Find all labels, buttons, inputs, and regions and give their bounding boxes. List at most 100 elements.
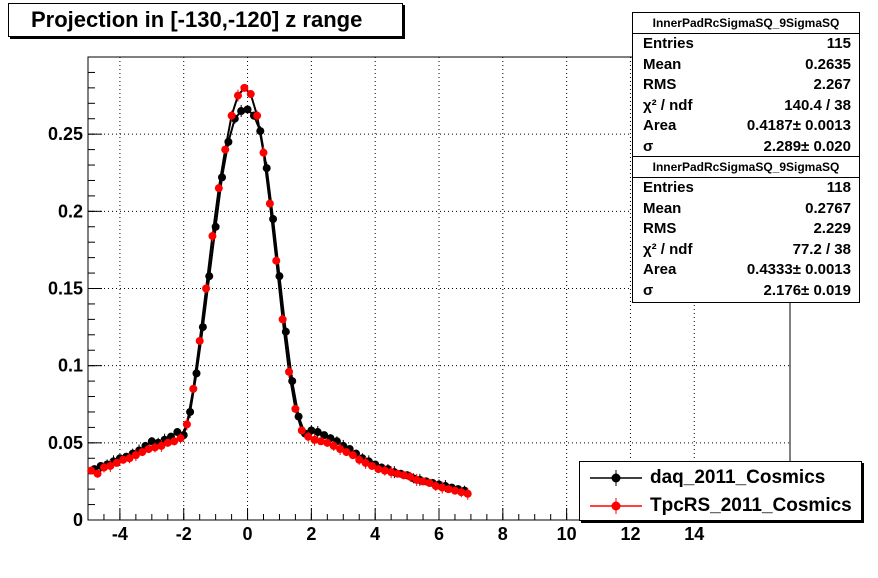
data-point [202, 284, 211, 293]
data-point [336, 445, 345, 454]
data-point [87, 466, 96, 475]
y-tick-label: 0.15 [48, 279, 83, 299]
y-tick-label: 0 [73, 510, 83, 530]
chart-title: Projection in [-130,-120] z range [31, 7, 363, 32]
data-point [163, 438, 172, 447]
data-point [106, 461, 115, 470]
data-point [125, 454, 134, 463]
stats-row: χ² / ndf 140.4 / 38 [633, 96, 859, 117]
data-point [457, 488, 466, 497]
x-tick-label: 4 [370, 524, 380, 544]
data-point [240, 83, 249, 92]
data-point [316, 437, 325, 446]
stats-box-tpcrs: InnerPadRcSigmaSQ_9SigmaSQ Entries 118 Me… [632, 156, 860, 303]
chart-title-box: Projection in [-130,-120] z range [8, 3, 403, 37]
data-point [387, 468, 396, 477]
data-point [112, 458, 121, 467]
stats-value: 0.4333± 0.0013 [746, 261, 851, 279]
stats-row: Entries 115 [633, 34, 859, 55]
data-point [399, 471, 408, 480]
data-point [237, 107, 246, 116]
data-point [144, 445, 153, 454]
data-point [393, 469, 402, 478]
stats-row: Area 0.4333± 0.0013 [633, 260, 859, 281]
data-point [307, 426, 316, 435]
legend-label-tpcrs: TpcRS_2011_Cosmics [650, 495, 852, 516]
fit-curve [93, 108, 465, 492]
data-point [227, 111, 236, 120]
data-point [99, 463, 108, 472]
data-point [259, 148, 268, 157]
stats-row: RMS 2.267 [633, 75, 859, 96]
legend-entry-tpcrs: TpcRS_2011_Cosmics [588, 492, 858, 520]
x-tick-label: 0 [243, 524, 253, 544]
stats-key: Area [643, 117, 677, 135]
y-tick-label: 0.05 [48, 433, 83, 453]
x-tick-label: 14 [684, 524, 704, 544]
legend-marker-daq [590, 470, 642, 486]
stats-title: InnerPadRcSigmaSQ_9SigmaSQ [633, 157, 859, 178]
data-point [189, 384, 198, 393]
data-point [310, 435, 319, 444]
data-point [361, 458, 370, 467]
stats-value: 115 [826, 35, 851, 52]
data-point [285, 367, 294, 376]
stats-value: 0.2635 [805, 55, 851, 73]
data-point [131, 451, 140, 460]
data-point [406, 472, 415, 481]
data-point [151, 443, 160, 452]
data-point [233, 91, 242, 100]
stats-row: σ 2.289± 0.020 [633, 137, 859, 158]
series-daq [90, 105, 469, 496]
data-point [170, 437, 179, 446]
data-point [320, 431, 329, 440]
y-tick-label: 0.2 [58, 201, 83, 221]
stats-value: 2.229 [813, 220, 851, 238]
data-point [374, 465, 383, 474]
data-point [412, 475, 421, 484]
stats-key: Mean [643, 55, 682, 73]
x-tick-label: -4 [112, 524, 128, 544]
legend-label-daq: daq_2011_Cosmics [650, 467, 826, 488]
data-point [297, 426, 306, 435]
stats-row: Mean 0.2635 [633, 55, 859, 76]
data-point [221, 145, 230, 154]
stats-row: Mean 0.2767 [633, 199, 859, 220]
stats-key: χ² / ndf [643, 240, 693, 258]
data-point [278, 315, 287, 324]
stats-value: 0.4187± 0.0013 [746, 117, 851, 135]
data-point [195, 336, 204, 345]
x-tick-label: 12 [620, 524, 640, 544]
data-point [367, 461, 376, 470]
stats-value: 2.176± 0.019 [763, 281, 851, 299]
stats-key: Area [643, 261, 677, 279]
stats-value: 118 [826, 179, 851, 196]
x-tick-label: 6 [434, 524, 444, 544]
y-tick-label: 0.25 [48, 124, 83, 144]
data-point [208, 232, 217, 241]
x-tick-label: 2 [306, 524, 316, 544]
y-tick-label: 0.1 [58, 356, 83, 376]
stats-title: InnerPadRcSigmaSQ_9SigmaSQ [633, 13, 859, 34]
data-point [246, 90, 255, 99]
y-axis: 0 0.05 0.1 0.15 0.2 0.25 [48, 56, 102, 530]
legend-entry-daq: daq_2011_Cosmics [588, 464, 858, 492]
stats-row: σ 2.176± 0.019 [633, 281, 859, 302]
x-tick-label: -2 [176, 524, 192, 544]
stats-value: 140.4 / 38 [784, 96, 851, 114]
stats-value: 77.2 / 38 [792, 240, 851, 258]
data-point [342, 448, 351, 457]
data-point [253, 111, 262, 120]
data-point [348, 451, 357, 460]
data-point [182, 420, 191, 429]
stats-key: RMS [643, 76, 677, 94]
stats-value: 0.2767 [805, 199, 851, 217]
data-point [93, 469, 102, 478]
data-point [269, 215, 278, 224]
data-point [272, 256, 281, 265]
stats-box-daq: InnerPadRcSigmaSQ_9SigmaSQ Entries 115 Me… [632, 12, 860, 159]
data-point [138, 448, 147, 457]
data-point [450, 486, 459, 495]
stats-value: 2.289± 0.020 [763, 137, 851, 155]
